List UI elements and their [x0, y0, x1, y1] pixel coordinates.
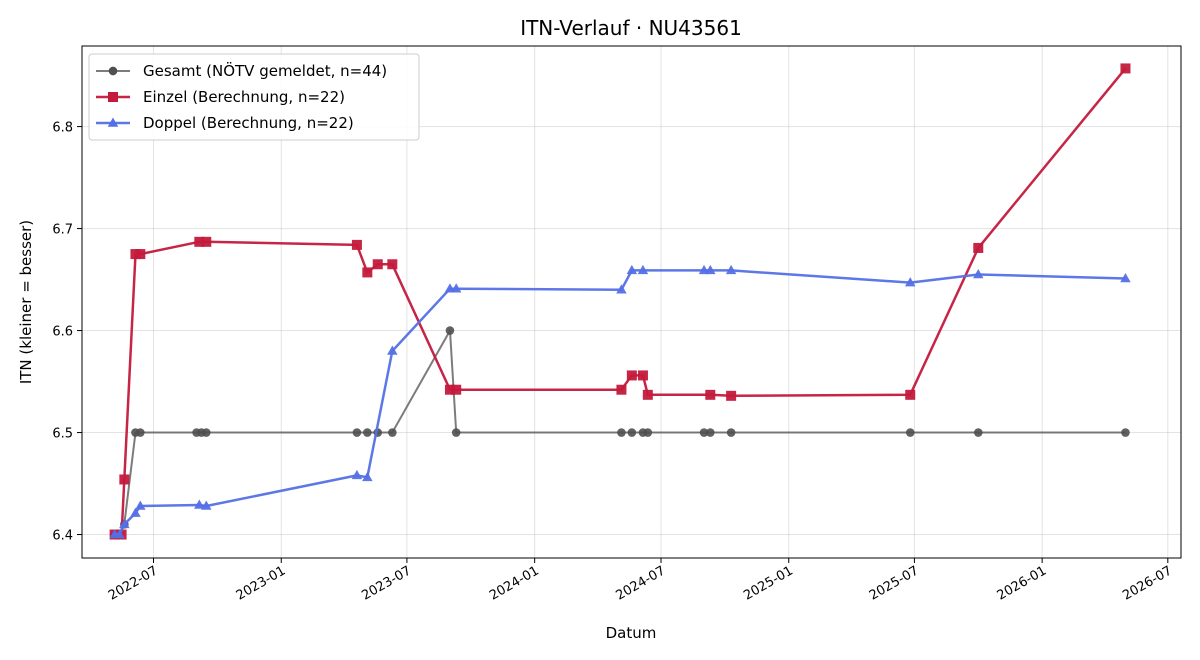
data-point — [362, 267, 373, 278]
data-point — [725, 264, 737, 275]
series-square — [109, 63, 1131, 540]
data-point — [351, 239, 362, 250]
data-point — [119, 474, 130, 485]
legend-marker — [108, 92, 118, 102]
data-point — [450, 283, 462, 293]
data-point — [1121, 428, 1130, 437]
data-point — [445, 326, 455, 335]
data-point — [201, 428, 211, 437]
data-point — [904, 277, 916, 287]
data-point — [699, 428, 709, 437]
legend-item[interactable]: Gesamt (NÖTV gemeldet, n=44) — [96, 61, 387, 80]
legend[interactable]: Gesamt (NÖTV gemeldet, n=44) Einzel (Bere… — [88, 53, 420, 141]
legend-label: Einzel (Berechnung, n=22) — [143, 88, 345, 106]
legend-item[interactable]: Doppel (Berechnung, n=22) — [96, 114, 354, 132]
data-point — [362, 471, 373, 482]
data-point — [705, 389, 716, 400]
data-point — [114, 529, 125, 539]
data-point — [643, 428, 653, 437]
data-point — [617, 428, 626, 437]
series-triangle — [109, 264, 1131, 539]
data-point — [119, 518, 130, 529]
data-point — [726, 428, 736, 437]
data-point — [387, 259, 398, 270]
data-point — [705, 428, 715, 437]
data-point — [642, 389, 653, 400]
legend-label: Gesamt (NÖTV gemeldet, n=44) — [143, 61, 387, 80]
data-point — [451, 428, 461, 437]
data-point — [388, 428, 397, 437]
data-point — [627, 428, 637, 437]
data-point — [616, 384, 627, 395]
data-point — [451, 384, 462, 395]
legend-marker — [108, 66, 118, 76]
data-point — [201, 500, 212, 510]
data-point — [201, 236, 212, 247]
data-point — [135, 428, 145, 437]
y-tick-label: 6.5 — [52, 427, 73, 442]
data-point — [372, 259, 383, 270]
data-point — [637, 370, 648, 381]
data-point — [194, 236, 205, 247]
legend-label: Doppel (Berechnung, n=22) — [143, 114, 354, 132]
data-point — [135, 249, 146, 260]
plot-frame — [81, 45, 1182, 559]
data-point — [973, 428, 983, 437]
y-tick-label: 6.8 — [52, 121, 73, 136]
legend-item[interactable]: Einzel (Berechnung, n=22) — [96, 88, 345, 106]
data-point — [905, 428, 915, 437]
data-point — [351, 469, 363, 480]
data-point — [626, 264, 638, 275]
data-point — [130, 507, 141, 517]
data-point — [1120, 273, 1131, 283]
data-point — [1120, 63, 1131, 74]
data-point — [726, 390, 737, 401]
data-point — [637, 264, 649, 275]
y-tick-label: 6.6 — [52, 325, 73, 340]
data-point — [444, 384, 455, 395]
data-point — [135, 500, 146, 510]
x-axis-label: Datum — [606, 624, 657, 642]
data-point — [363, 428, 372, 437]
data-point — [387, 345, 398, 355]
data-point — [194, 499, 205, 509]
chart-title: ITN-Verlauf · NU43561 — [520, 16, 742, 40]
series-layer — [109, 63, 1131, 540]
data-point — [905, 389, 916, 400]
data-point — [626, 370, 637, 381]
data-point — [973, 242, 984, 253]
legend-marker — [107, 117, 119, 127]
data-point — [616, 284, 627, 294]
data-point — [352, 428, 362, 437]
legend-box — [88, 53, 420, 141]
data-point — [705, 264, 716, 275]
data-point — [973, 268, 984, 279]
y-tick-label: 6.4 — [52, 529, 73, 544]
y-tick-label: 6.7 — [52, 223, 73, 238]
y-axis-label: ITN (kleiner = besser) — [17, 220, 35, 384]
